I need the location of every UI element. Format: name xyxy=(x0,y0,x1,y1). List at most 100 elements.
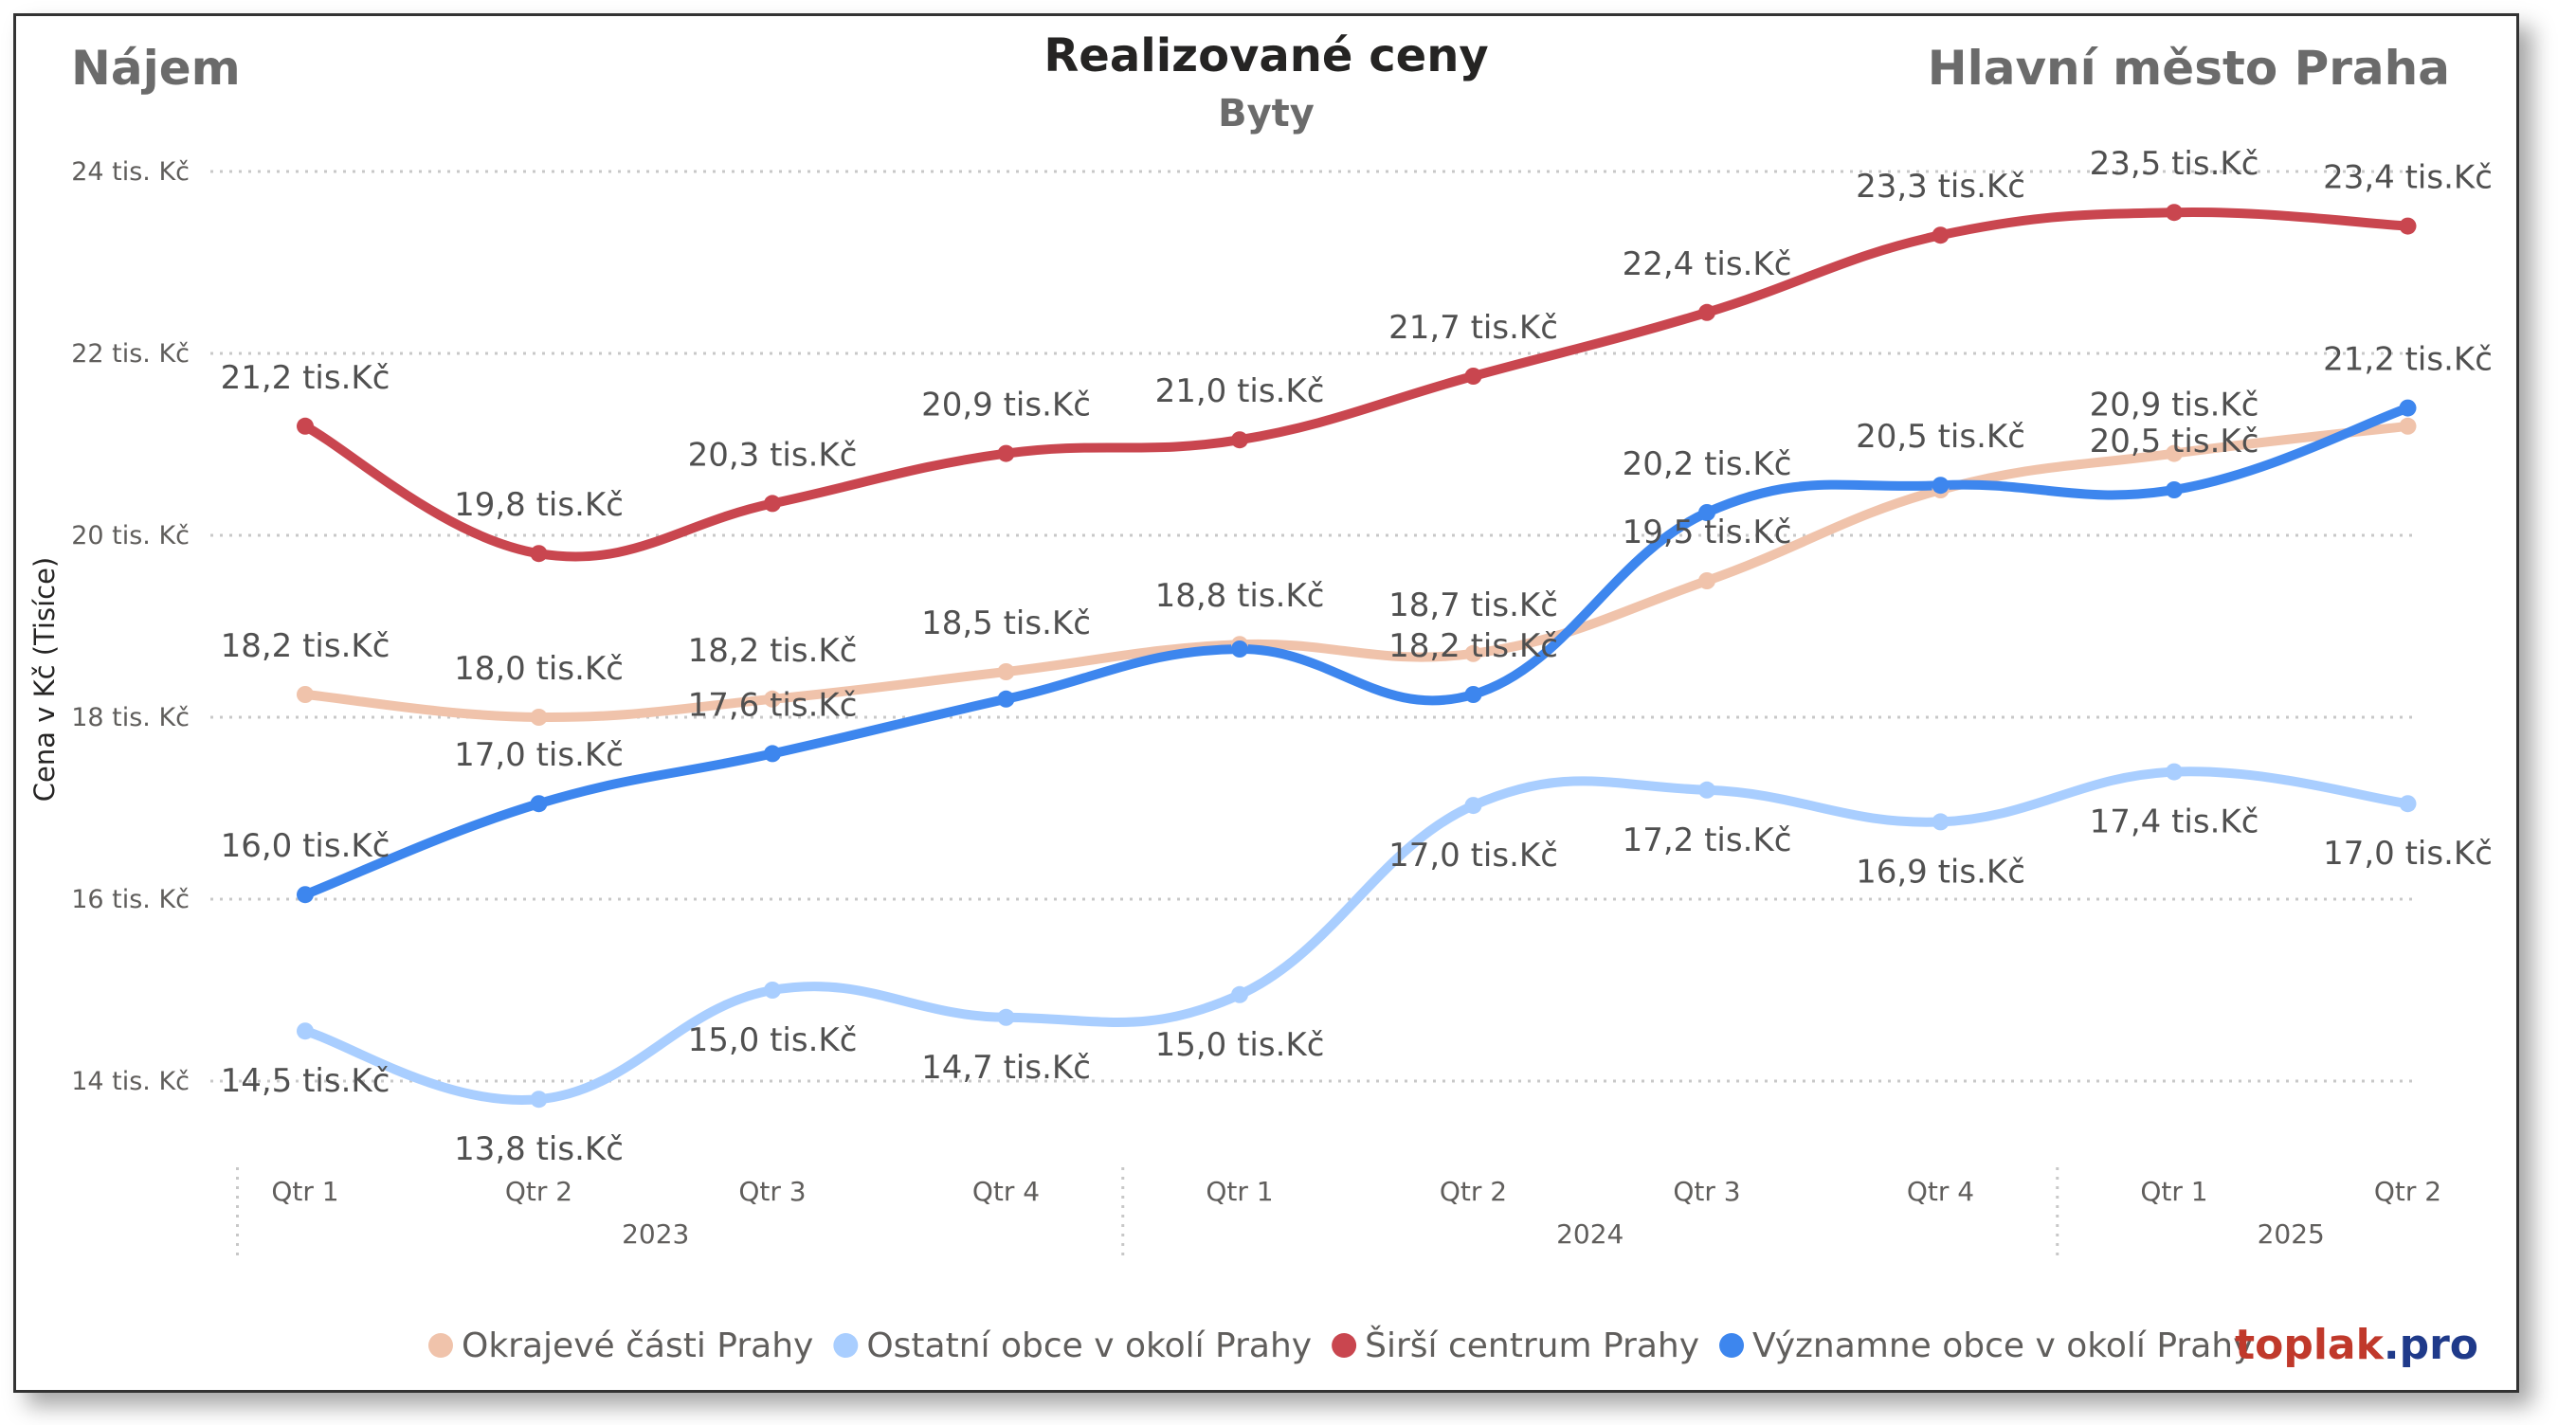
data-label: 13,8 tis.Kč xyxy=(454,1130,624,1168)
series-markers xyxy=(297,204,2417,1109)
data-point xyxy=(530,709,548,726)
data-point xyxy=(1932,226,1950,244)
data-point xyxy=(1231,985,1248,1003)
data-label: 22,4 tis.Kč xyxy=(1623,245,1792,283)
data-point xyxy=(1698,572,1715,589)
x-axis: Qtr 1 Qtr 2 Qtr 3 Qtr 4 Qtr 1 Qtr 2 Qtr 3 Qtr 4… xyxy=(236,1167,2441,1262)
y-tick-label: 14 tis. Kč xyxy=(71,1067,190,1096)
data-label: 18,2 tis.Kč xyxy=(688,632,858,670)
data-point xyxy=(764,690,781,708)
data-label: 18,0 tis.Kč xyxy=(454,650,624,688)
chart-frame: 14 tis. Kč 16 tis. Kč 18 tis. Kč 20 tis. Kč… xyxy=(13,13,2519,1393)
x-tick-label: Qtr 2 xyxy=(2374,1176,2441,1207)
data-point xyxy=(2166,763,2183,781)
data-point xyxy=(1698,781,1715,799)
data-point xyxy=(297,417,314,435)
data-point xyxy=(1464,686,1482,703)
data-label: 23,3 tis.Kč xyxy=(1856,168,2025,206)
y-tick-label: 22 tis. Kč xyxy=(71,339,190,369)
brand-name: toplak xyxy=(2235,1321,2384,1369)
x-tick-label: Qtr 3 xyxy=(1673,1176,1740,1207)
data-label: 18,7 tis.Kč xyxy=(1388,586,1558,624)
data-label: 20,3 tis.Kč xyxy=(688,436,858,474)
data-label: 14,5 tis.Kč xyxy=(221,1062,390,1100)
rent-heading: Nájem xyxy=(71,41,241,96)
legend: Okrajevé části Prahy Ostatní obce v okolí… xyxy=(428,1326,2253,1365)
data-label: 20,9 tis.Kč xyxy=(2090,387,2259,424)
data-point xyxy=(2166,481,2183,498)
data-point xyxy=(2166,444,2183,462)
data-label: 18,2 tis.Kč xyxy=(221,627,390,665)
gridlines xyxy=(210,170,2419,1083)
legend-marker xyxy=(1332,1333,1357,1358)
legend-marker xyxy=(1719,1333,1745,1358)
data-point xyxy=(2399,417,2417,435)
series-line xyxy=(300,421,2413,723)
chart-title: Realizované ceny xyxy=(1043,29,1489,82)
data-labels: 18,2 tis.Kč 18,0 tis.Kč 18,2 tis.Kč 18,5 ti… xyxy=(221,145,2493,1168)
chart-subtitle: Byty xyxy=(1218,92,1315,135)
region-heading: Hlavní město Praha xyxy=(1927,41,2450,96)
data-label: 14,7 tis.Kč xyxy=(921,1049,1091,1087)
x-tick-label: Qtr 3 xyxy=(738,1176,806,1207)
data-point xyxy=(297,686,314,703)
legend-label: Širší centrum Prahy xyxy=(1365,1326,1699,1365)
legend-label: Ostatní obce v okolí Prahy xyxy=(866,1326,1312,1365)
data-label: 20,9 tis.Kč xyxy=(921,387,1091,424)
x-tick-label: Qtr 2 xyxy=(505,1176,572,1207)
line-chart: 14 tis. Kč 16 tis. Kč 18 tis. Kč 20 tis. Kč… xyxy=(28,145,2493,1365)
data-point xyxy=(1231,640,1248,658)
data-label: 17,4 tis.Kč xyxy=(2090,803,2259,841)
series-lines xyxy=(300,207,2413,1105)
y-tick-label: 16 tis. Kč xyxy=(71,885,190,914)
data-point xyxy=(1698,504,1715,521)
year-label: 2025 xyxy=(2258,1218,2325,1250)
data-label: 17,0 tis.Kč xyxy=(454,736,624,774)
data-point xyxy=(1932,813,1950,831)
data-point xyxy=(764,745,781,763)
data-label: 20,5 tis.Kč xyxy=(1856,418,2025,456)
data-label: 17,0 tis.Kč xyxy=(1388,837,1558,875)
year-label: 2023 xyxy=(622,1218,689,1250)
data-label: 18,2 tis.Kč xyxy=(1388,627,1558,665)
brand-domain: .pro xyxy=(2383,1321,2478,1369)
data-label: 17,0 tis.Kč xyxy=(2323,835,2493,873)
legend-marker xyxy=(833,1333,859,1358)
x-tick-label: Qtr 1 xyxy=(271,1176,338,1207)
y-tick-label: 18 tis. Kč xyxy=(71,703,190,732)
x-tick-label: Qtr 1 xyxy=(2140,1176,2207,1207)
data-point xyxy=(997,663,1015,680)
data-point xyxy=(997,1008,1015,1026)
brand-logo[interactable]: toplak.pro xyxy=(2235,1321,2478,1369)
data-label: 23,4 tis.Kč xyxy=(2323,159,2493,197)
y-tick-label: 20 tis. Kč xyxy=(71,521,190,550)
data-point xyxy=(2166,204,2183,222)
data-point xyxy=(530,545,548,563)
data-point xyxy=(1464,644,1482,662)
data-point xyxy=(2399,217,2417,235)
data-label: 19,5 tis.Kč xyxy=(1623,514,1792,551)
data-label: 16,9 tis.Kč xyxy=(1856,853,2025,891)
data-point xyxy=(764,982,781,999)
data-point xyxy=(297,1022,314,1040)
data-label: 21,0 tis.Kč xyxy=(1155,372,1325,410)
data-label: 21,7 tis.Kč xyxy=(1388,309,1558,347)
data-point xyxy=(997,444,1015,462)
y-axis-title: Cena v Kč (Tisíce) xyxy=(28,557,61,802)
data-point xyxy=(530,795,548,813)
data-label: 15,0 tis.Kč xyxy=(688,1021,858,1059)
legend-marker xyxy=(428,1333,453,1358)
data-point xyxy=(1932,477,1950,495)
data-label: 21,2 tis.Kč xyxy=(221,359,390,397)
data-point xyxy=(1698,303,1715,321)
series-line xyxy=(300,403,2413,900)
x-tick-label: Qtr 1 xyxy=(1206,1176,1273,1207)
data-label: 18,5 tis.Kč xyxy=(921,604,1091,642)
data-point xyxy=(530,1091,548,1109)
data-label: 15,0 tis.Kč xyxy=(1155,1026,1325,1064)
data-point xyxy=(997,690,1015,708)
data-point xyxy=(1464,368,1482,385)
data-point xyxy=(297,886,314,904)
data-point xyxy=(1231,431,1248,449)
series-line xyxy=(300,767,2413,1105)
